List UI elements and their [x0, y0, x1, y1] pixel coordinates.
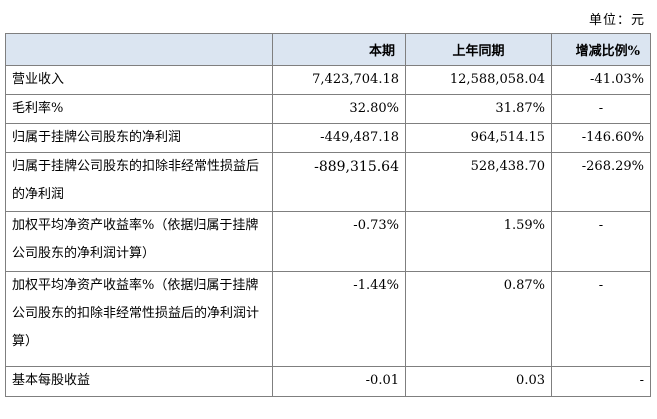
- row-previous-value: 528,438.70: [405, 152, 552, 212]
- row-previous-value: 964,514.15: [405, 123, 552, 153]
- row-change-value: -: [551, 94, 651, 124]
- row-change-value: -: [551, 271, 651, 367]
- financial-summary-table: 本期 上年同期 增减比例% 营业收入 7,423,704.18 12,588,0…: [5, 33, 651, 397]
- row-previous-value: 12,588,058.04: [405, 65, 552, 95]
- row-label: 加权平均净资产收益率%（依据归属于挂牌公司股东的净利润计算）: [5, 211, 273, 272]
- row-current-value: -0.01: [272, 366, 406, 397]
- table-row: 归属于挂牌公司股东的净利润 -449,487.18 964,514.15 -14…: [5, 123, 651, 153]
- unit-label: 单位：元: [588, 13, 645, 28]
- row-previous-value: 0.87%: [405, 271, 552, 367]
- row-current-value: 32.80%: [272, 94, 406, 124]
- row-current-value: -889,315.64: [272, 152, 406, 212]
- table-row: 加权平均净资产收益率%（依据归属于挂牌公司股东的净利润计算） -0.73% 1.…: [5, 211, 651, 272]
- table-row: 归属于挂牌公司股东的扣除非经常性损益后的净利润 -889,315.64 528,…: [5, 152, 651, 212]
- row-label: 归属于挂牌公司股东的净利润: [5, 123, 273, 153]
- row-label: 营业收入: [5, 65, 273, 95]
- row-change-value: -146.60%: [551, 123, 651, 153]
- row-label: 基本每股收益: [5, 366, 273, 397]
- row-current-value: -1.44%: [272, 271, 406, 367]
- header-change-percent: 增减比例%: [551, 33, 651, 66]
- table-header-row: 本期 上年同期 增减比例%: [5, 33, 651, 66]
- header-item: [5, 33, 273, 66]
- row-previous-value: 0.03: [405, 366, 552, 397]
- row-previous-value: 1.59%: [405, 211, 552, 272]
- row-change-value: -41.03%: [551, 65, 651, 95]
- row-current-value: -0.73%: [272, 211, 406, 272]
- row-label: 加权平均净资产收益率%（依据归属于挂牌公司股东的扣除非经常性损益后的净利润计算）: [5, 271, 273, 367]
- row-current-value: 7,423,704.18: [272, 65, 406, 95]
- table-row: 加权平均净资产收益率%（依据归属于挂牌公司股东的扣除非经常性损益后的净利润计算）…: [5, 271, 651, 367]
- table-row: 营业收入 7,423,704.18 12,588,058.04 -41.03%: [5, 65, 651, 95]
- header-current-period: 本期: [272, 33, 406, 66]
- row-previous-value: 31.87%: [405, 94, 552, 124]
- row-current-value: -449,487.18: [272, 123, 406, 153]
- row-change-value: -268.29%: [551, 152, 651, 212]
- row-label: 归属于挂牌公司股东的扣除非经常性损益后的净利润: [5, 152, 273, 212]
- row-label: 毛利率%: [5, 94, 273, 124]
- table-row: 基本每股收益 -0.01 0.03 -: [5, 366, 651, 397]
- row-change-value: -: [551, 366, 651, 397]
- row-change-value: -: [551, 211, 651, 272]
- header-previous-period: 上年同期: [405, 33, 552, 66]
- table-row: 毛利率% 32.80% 31.87% -: [5, 94, 651, 124]
